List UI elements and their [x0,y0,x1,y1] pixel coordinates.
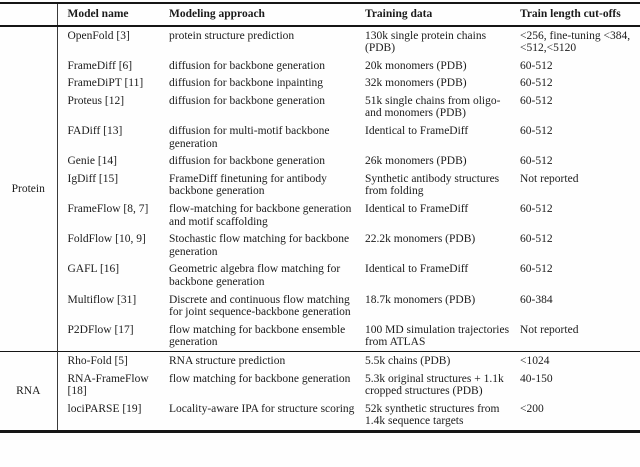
table-row: FrameFlow [8, 7] flow-matching for backbo… [0,201,640,231]
cell-approach: flow matching for backbone ensemble gene… [169,323,346,349]
cell-approach: diffusion for backbone inpainting [169,77,324,90]
cell-model: Proteus [12] [67,94,125,107]
table-row: Proteus [12] diffusion for backbone gener… [0,92,640,122]
cell-approach: diffusion for backbone generation [169,155,325,168]
table-row: FoldFlow [10, 9] Stochastic flow matching… [0,231,640,261]
cell-cutoff: Not reported [520,172,579,185]
header-group-empty [0,3,58,27]
cell-model: OpenFold [3] [67,29,130,42]
cell-training: 5.5k chains (PDB) [365,351,520,371]
cell-cutoff: <200 [520,402,544,415]
cell-approach: protein structure prediction [169,29,295,42]
cell-model: RNA-FrameFlow [18] [67,372,149,398]
header-training-data: Training data [365,3,520,27]
cell-cutoff: 60-512 [520,59,553,72]
table-row: FADiff [13] diffusion for multi-motif bac… [0,123,640,153]
cell-cutoff: <1024 [520,351,640,371]
cell-model: P2DFlow [17] [67,323,134,336]
cell-training: 100 MD simulation trajectories from ATLA… [365,323,510,349]
table-header-row: Model name Modeling approach Training da… [0,3,640,27]
table-row: FrameDiPT [11] diffusion for backbone inp… [0,75,640,93]
cell-training: 26k monomers (PDB) [365,155,467,168]
cell-training: Identical to FrameDiff [365,125,469,138]
cell-approach: flow matching for backbone generation [169,372,351,385]
cell-cutoff: 60-512 [520,233,553,246]
cell-cutoff: 60-512 [520,155,553,168]
header-model-name: Model name [57,3,169,27]
paper-table-figure: Model name Modeling approach Training da… [0,2,640,434]
cell-approach: Stochastic flow matching for backbone ge… [169,233,350,258]
cell-training: 5.3k original structures + 1.1k cropped … [365,372,504,398]
cell-training: 51k single chains from oligo- and monome… [365,94,501,120]
section-label-protein: Protein [0,26,58,352]
cell-cutoff: 60-512 [520,203,553,216]
cell-cutoff: <256, fine-tuning <384,<512,<5120 [520,29,631,55]
cell-model: Genie [14] [67,155,118,168]
cell-model: lociPARSE [19] [67,402,142,415]
table-row: Genie [14] diffusion for backbone generat… [0,153,640,171]
models-table: Model name Modeling approach Training da… [0,2,640,434]
cell-approach: RNA structure prediction [169,351,365,371]
cell-cutoff: 60-512 [520,263,553,276]
cell-model: FrameDiff [6] [67,59,133,72]
cell-cutoff: 40-150 [520,372,553,385]
table-row: P2DFlow [17] flow matching for backbone e… [0,321,640,352]
cell-approach: diffusion for multi-motif backbone gener… [169,125,330,150]
cell-training: 52k synthetic structures from 1.4k seque… [365,402,500,428]
cell-model: FrameDiPT [11] [67,77,144,90]
table-body: Protein OpenFold [3] protein structure pre… [0,26,640,432]
cell-approach: Discrete and continuous flow matching fo… [169,293,351,319]
cell-training: 18.7k monomers (PDB) [365,293,476,306]
table-row: GAFL [16] Geometric algebra flow matching… [0,261,640,291]
cell-training: Identical to FrameDiff [365,203,469,216]
cell-training: 22.2k monomers (PDB) [365,233,476,246]
table-row: RNA-FrameFlow [18] flow matching for back… [0,370,640,400]
table-row: IgDiff [15] FrameDiff finetuning for anti… [0,170,640,200]
cell-model: FoldFlow [10, 9] [67,233,146,246]
cell-approach: Geometric algebra flow matching for back… [169,263,341,288]
cell-approach: flow-matching for backbone generation an… [169,203,352,228]
header-modeling-approach: Modeling approach [169,3,365,27]
table-row: Multiflow [31] Discrete and continuous fl… [0,291,640,321]
cell-model: Rho-Fold [5] [57,351,169,371]
header-train-length-cutoffs: Train length cut-offs [520,3,640,27]
cell-model: IgDiff [15] [67,172,119,185]
cell-model: GAFL [16] [67,263,120,276]
cell-cutoff: Not reported [520,323,579,336]
section-label-rna: RNA [0,351,58,432]
table-row: RNA Rho-Fold [5] RNA structure prediction 5… [0,351,640,432]
cell-training: 20k monomers (PDB) [365,59,467,72]
cell-cutoff: 60-512 [520,77,553,90]
cell-model: Multiflow [31] [67,293,137,306]
cell-training: 32k monomers (PDB) [365,77,467,90]
cell-approach: Locality-aware IPA for structure scoring [169,402,355,415]
cell-model: FADiff [13] [67,125,123,138]
cell-approach: diffusion for backbone generation [169,59,325,72]
cell-cutoff: 60-512 [520,125,553,138]
cell-approach: FrameDiff finetuning for antibody backbo… [169,172,327,198]
cell-training: Synthetic antibody structures from foldi… [365,172,500,198]
table-row: Protein OpenFold [3] protein structure pre… [0,26,640,352]
cell-approach: diffusion for backbone generation [169,94,325,107]
cell-training: Identical to FrameDiff [365,263,469,276]
table-row: lociPARSE [19] Locality-aware IPA for str… [0,400,640,432]
cell-cutoff: 60-512 [520,94,553,107]
cell-model: FrameFlow [8, 7] [67,203,149,216]
cell-training: 130k single protein chains (PDB) [365,29,487,55]
cell-cutoff: 60-384 [520,293,553,306]
table-row: FrameDiff [6] diffusion for backbone gene… [0,57,640,75]
